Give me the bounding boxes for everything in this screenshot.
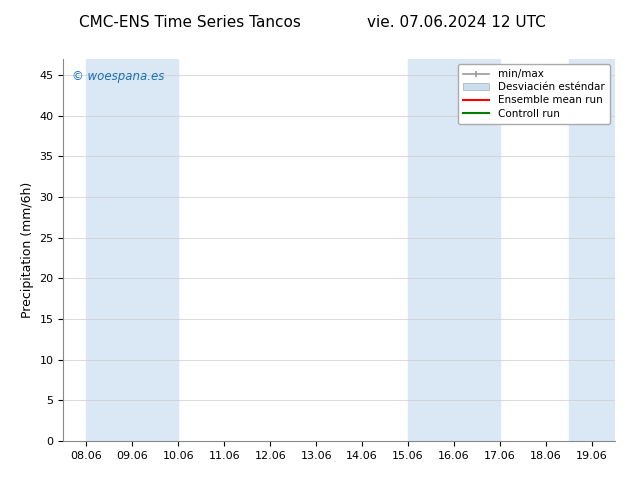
- Y-axis label: Precipitation (mm/6h): Precipitation (mm/6h): [21, 182, 34, 318]
- Text: vie. 07.06.2024 12 UTC: vie. 07.06.2024 12 UTC: [367, 15, 546, 29]
- Bar: [408, 59, 500, 441]
- Text: © woespana.es: © woespana.es: [72, 70, 164, 83]
- Legend: min/max, Desviacién esténdar, Ensemble mean run, Controll run: min/max, Desviacién esténdar, Ensemble m…: [458, 64, 610, 124]
- Bar: [86, 59, 178, 441]
- Bar: [569, 59, 634, 441]
- Text: CMC-ENS Time Series Tancos: CMC-ENS Time Series Tancos: [79, 15, 301, 29]
